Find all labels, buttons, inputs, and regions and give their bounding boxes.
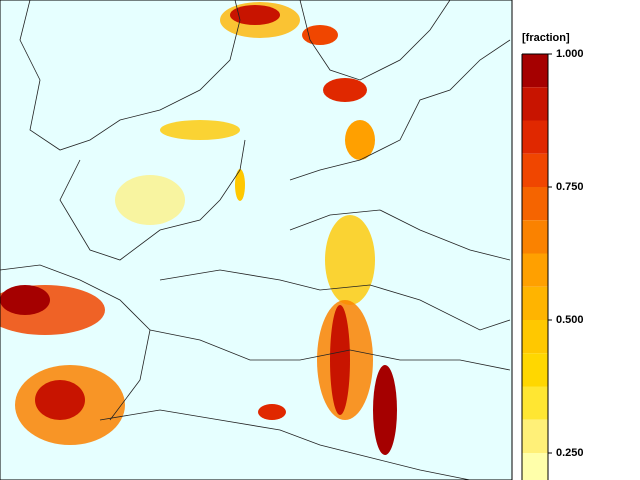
colorbar-tick-label: 1.000 [556,48,584,60]
colorbar-band [522,386,548,420]
colorbar-band [522,220,548,254]
borders [0,0,511,480]
colorbar-band [522,286,548,320]
colorbar-band [522,153,548,187]
colorbar-band [522,87,548,121]
colorbar-band [522,120,548,154]
colorbar-band [522,353,548,387]
colorbar-band [522,453,548,480]
colorbar-unit: [fraction] [522,32,570,44]
colorbar-band [522,54,548,88]
colorbar-tick-label: 0.750 [556,181,584,193]
colorbar-tick-label: 0.250 [556,447,584,459]
field-blobs [0,2,397,455]
colorbar-tick-label: 0.500 [556,314,584,326]
colorbar-band [522,320,548,354]
colorbar-band [522,419,548,453]
colorbar-band [522,187,548,221]
map-frame [0,0,513,480]
colorbar-band [522,253,548,287]
